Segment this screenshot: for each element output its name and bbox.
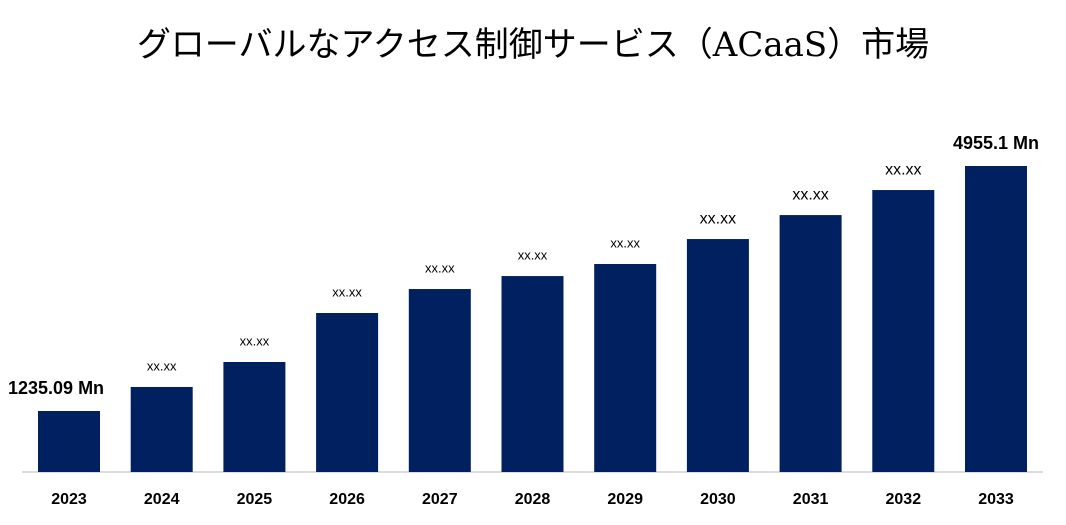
x-tick-label: 2027 <box>422 491 458 508</box>
value-label: xx.xx <box>610 235 640 250</box>
x-tick-label: 2028 <box>515 491 551 508</box>
value-label: 4955.1 Mn <box>953 133 1039 153</box>
value-label: xx.xx <box>700 210 736 227</box>
value-label: xx.xx <box>518 247 548 262</box>
bar <box>872 190 935 472</box>
bar <box>38 411 100 472</box>
value-label: xx.xx <box>240 333 270 348</box>
x-tick-label: 2031 <box>793 491 829 508</box>
x-tick-label: 2029 <box>607 491 643 508</box>
bar <box>779 215 842 472</box>
x-tick-label: 2024 <box>144 491 180 508</box>
value-label: xx.xx <box>332 284 362 299</box>
bar <box>594 264 657 472</box>
bar <box>501 276 564 472</box>
bar <box>408 289 471 472</box>
bar <box>686 239 749 472</box>
bar <box>130 386 193 472</box>
x-tick-label: 2026 <box>329 491 365 508</box>
chart-title: グローバルなアクセス制御サービス（ACaaS）市場 <box>137 25 929 65</box>
value-label: xx.xx <box>885 161 921 178</box>
x-tick-label: 2023 <box>51 491 87 508</box>
x-tick-label: 2030 <box>700 491 736 508</box>
value-label: 1235.09 Mn <box>8 378 104 398</box>
bar <box>965 166 1027 472</box>
bar <box>223 362 286 472</box>
x-tick-label: 2025 <box>237 491 273 508</box>
value-label: xx.xx <box>792 186 828 203</box>
value-label: xx.xx <box>147 358 177 373</box>
x-tick-label: 2033 <box>978 491 1014 508</box>
x-tick-label: 2032 <box>886 491 922 508</box>
value-label: xx.xx <box>425 260 455 275</box>
bar <box>316 313 379 472</box>
